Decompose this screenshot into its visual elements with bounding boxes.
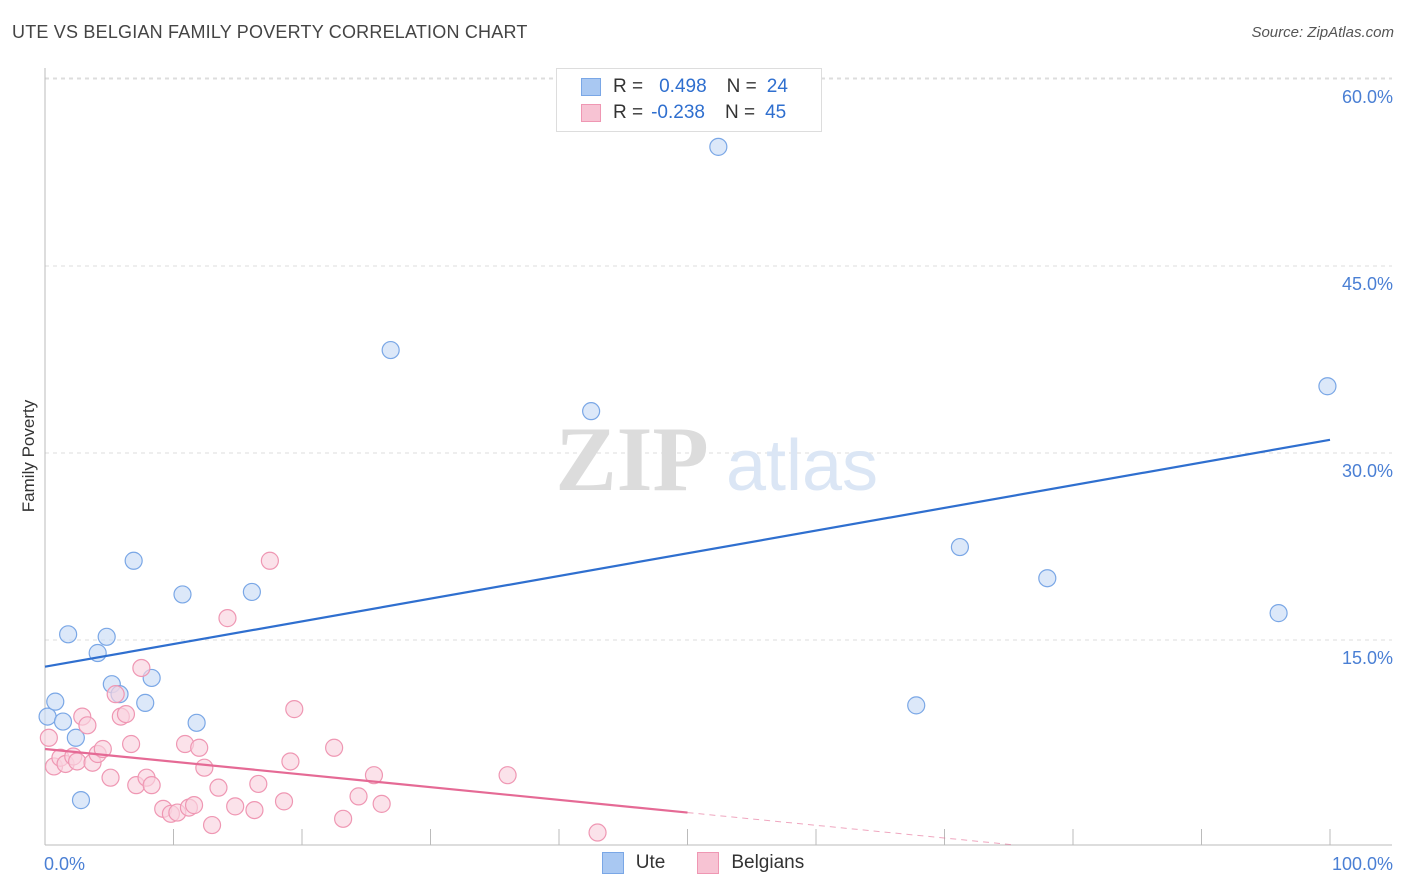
point-belgians	[142, 776, 161, 795]
point-belgians	[184, 796, 204, 815]
tick-labels: 15.0% 30.0% 45.0% 60.0% 0.0% 100.0%	[44, 87, 1393, 874]
point-ute	[187, 713, 206, 732]
trend-line-belgians	[44, 747, 688, 814]
legend-item-belgians[interactable]: Belgians	[697, 852, 804, 874]
legend-r-value: 0.498	[659, 76, 707, 97]
point-belgians	[121, 734, 141, 754]
trend-line-ute	[44, 438, 1331, 668]
watermark-atlas: atlas	[726, 426, 878, 506]
legend-r-label: R =	[613, 76, 644, 97]
point-ute	[950, 537, 970, 557]
point-ute	[136, 693, 155, 712]
point-ute	[709, 137, 728, 156]
watermark-zip: ZIP	[555, 408, 708, 510]
point-ute	[1038, 569, 1057, 588]
point-ute	[381, 340, 400, 360]
axes	[44, 68, 1392, 846]
point-belgians	[334, 809, 353, 828]
point-ute	[71, 791, 91, 810]
legend-swatch-ute	[601, 852, 624, 874]
point-belgians	[195, 758, 214, 777]
point-belgians	[226, 797, 245, 816]
legend-swatch-ute	[581, 78, 601, 96]
point-belgians	[106, 685, 125, 704]
legend-item-ute[interactable]: Ute	[601, 852, 666, 874]
point-belgians	[260, 551, 279, 570]
legend-n-label: N =	[724, 102, 756, 123]
legend-label-belgians: Belgians	[731, 852, 805, 873]
point-ute	[66, 728, 85, 747]
point-ute	[907, 696, 926, 715]
point-belgians	[372, 794, 391, 813]
point-belgians	[202, 815, 222, 835]
point-ute	[38, 707, 57, 726]
chart-title: UTE VS BELGIAN FAMILY POVERTY CORRELATIO…	[12, 22, 528, 42]
legend-n-value: 24	[766, 76, 788, 97]
point-ute	[1269, 604, 1288, 623]
point-belgians	[218, 609, 237, 628]
point-belgians	[68, 752, 87, 771]
point-ute	[173, 585, 192, 604]
point-ute	[1318, 377, 1337, 396]
legend-n-label: N =	[726, 76, 757, 97]
point-belgians	[281, 752, 300, 771]
legend-r-value: -0.238	[651, 102, 705, 123]
point-belgians	[274, 792, 294, 811]
point-ute	[59, 625, 78, 644]
trend-lines	[44, 438, 1331, 846]
legend-row-ute: R = 0.498 N = 24	[581, 75, 788, 99]
point-ute	[582, 402, 601, 421]
data-points	[38, 137, 1337, 842]
point-belgians	[349, 787, 368, 806]
point-belgians	[364, 766, 384, 785]
point-belgians	[190, 738, 209, 757]
point-belgians	[39, 728, 58, 747]
legend-label-ute: Ute	[635, 852, 666, 873]
source-label: Source: ZipAtlas.com	[1251, 24, 1394, 41]
legend-row-belgians: R = -0.238 N = 45	[581, 101, 786, 125]
x-tick-label: 0.0%	[44, 854, 85, 874]
legend-r-label: R =	[613, 102, 644, 123]
point-belgians	[245, 800, 264, 820]
trend-line-dashed-belgians	[687, 812, 1016, 846]
point-belgians	[101, 768, 120, 787]
legend-swatch-belgians	[581, 104, 601, 122]
gridlines	[45, 77, 1392, 641]
point-ute	[242, 582, 261, 602]
point-ute	[124, 551, 143, 570]
x-tick-label: 100.0%	[1332, 854, 1393, 874]
y-axis-label: Family Poverty	[19, 399, 38, 512]
y-tick-label: 60.0%	[1342, 87, 1393, 107]
stats-legend: R = 0.498 N = 24 R = -0.238 N = 45	[556, 68, 822, 132]
y-tick-label: 45.0%	[1342, 274, 1393, 294]
point-belgians	[116, 704, 136, 724]
point-belgians	[209, 778, 228, 797]
y-tick-label: 15.0%	[1342, 648, 1393, 668]
point-ute	[53, 712, 73, 731]
legend-swatch-belgians	[697, 852, 720, 874]
point-belgians	[249, 774, 268, 794]
point-ute	[46, 692, 65, 711]
point-belgians	[498, 766, 517, 785]
legend-n-value: 45	[765, 102, 787, 123]
point-belgians	[325, 738, 344, 757]
y-tick-label: 30.0%	[1342, 461, 1393, 481]
series-legend: Ute Belgians	[0, 852, 1406, 874]
point-belgians	[132, 658, 151, 678]
point-ute	[97, 627, 116, 646]
point-belgians	[285, 700, 304, 719]
point-belgians	[78, 716, 97, 735]
point-belgians	[588, 823, 607, 842]
